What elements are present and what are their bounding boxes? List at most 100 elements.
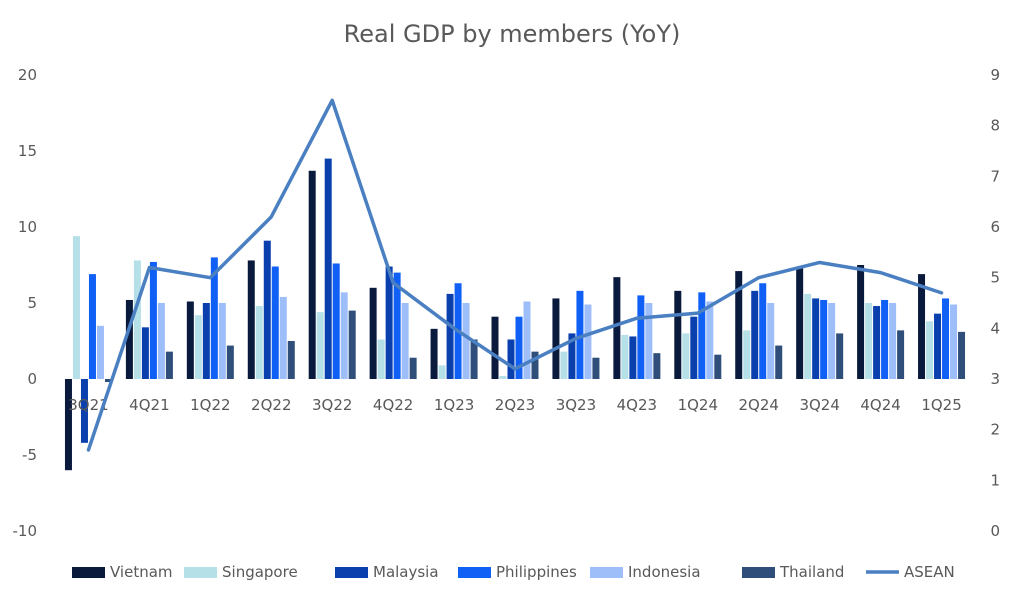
bar-indonesia-4q23 <box>645 303 653 379</box>
right-tick-label: 4 <box>990 319 1000 337</box>
bar-thailand-4q22 <box>409 357 417 379</box>
legend-swatch-indonesia <box>590 567 623 578</box>
right-tick-label: 2 <box>990 421 1000 439</box>
bar-indonesia-3q24 <box>828 303 836 379</box>
bar-indonesia-1q22 <box>218 303 226 379</box>
legend-label-thailand: Thailand <box>779 563 844 581</box>
bar-indonesia-1q24 <box>706 301 714 379</box>
right-tick-label: 3 <box>990 370 1000 388</box>
category-label: 3Q23 <box>556 396 596 414</box>
bar-indonesia-4q21 <box>157 303 165 379</box>
legend-swatch-philippines <box>458 567 491 578</box>
category-label: 1Q24 <box>678 396 718 414</box>
bar-thailand-2q23 <box>531 351 539 379</box>
category-label: 2Q23 <box>495 396 535 414</box>
bar-singapore-4q23 <box>621 334 629 379</box>
bar-vietnam-4q21 <box>125 299 133 379</box>
bar-singapore-1q22 <box>194 315 202 379</box>
right-tick-label: 8 <box>990 117 1000 135</box>
bar-vietnam-1q23 <box>430 328 438 379</box>
bar-malaysia-1q22 <box>202 303 210 379</box>
bar-singapore-3q22 <box>316 312 324 379</box>
bar-singapore-4q22 <box>377 339 385 379</box>
bar-philippines-3q21 <box>88 274 96 379</box>
bar-thailand-1q23 <box>470 339 478 379</box>
category-label: 3Q21 <box>68 396 108 414</box>
bar-philippines-2q23 <box>515 316 523 379</box>
bar-malaysia-4q22 <box>385 266 393 379</box>
bar-vietnam-3q22 <box>308 170 316 379</box>
bar-vietnam-2q22 <box>247 260 255 379</box>
bar-malaysia-2q22 <box>263 240 271 379</box>
bar-singapore-1q24 <box>682 333 690 379</box>
left-tick-label: 0 <box>27 370 37 388</box>
category-label: 2Q24 <box>739 396 779 414</box>
line-asean <box>86 98 944 452</box>
legend-label-philippines: Philippines <box>496 563 577 581</box>
line-layer <box>86 98 944 452</box>
left-tick-label: -5 <box>22 446 37 464</box>
bar-philippines-3q22 <box>332 263 340 379</box>
bar-vietnam-3q24 <box>796 266 804 379</box>
bar-thailand-4q21 <box>165 351 173 379</box>
bar-malaysia-4q23 <box>629 336 637 379</box>
right-tick-label: 6 <box>990 218 1000 236</box>
bar-singapore-3q21 <box>72 236 80 379</box>
bar-malaysia-2q23 <box>507 339 515 379</box>
category-labels: 3Q21 4Q21 1Q22 2Q22 3Q22 4Q22 1Q23 2Q23 3Q23 4Q23… <box>68 396 962 414</box>
bar-indonesia-2q22 <box>279 296 287 379</box>
legend-label-singapore: Singapore <box>222 563 298 581</box>
category-label: 1Q23 <box>434 396 474 414</box>
bar-malaysia-4q21 <box>141 327 149 379</box>
bar-philippines-4q23 <box>637 295 645 379</box>
legend-label-indonesia: Indonesia <box>628 563 701 581</box>
bar-vietnam-4q22 <box>369 287 377 379</box>
bar-singapore-3q24 <box>804 293 812 379</box>
legend-swatch-vietnam <box>72 567 105 578</box>
category-label: 2Q22 <box>251 396 291 414</box>
right-tick-label: 9 <box>990 66 1000 84</box>
bar-philippines-1q22 <box>210 257 218 379</box>
bar-philippines-2q22 <box>271 266 279 379</box>
left-tick-label: 5 <box>27 294 37 312</box>
bar-malaysia-4q24 <box>873 306 881 379</box>
legend: Vietnam Singapore Malaysia Philippines Indon… <box>72 563 955 581</box>
right-axis: 0 1 2 3 4 5 6 7 8 9 <box>990 66 1000 540</box>
category-label: 3Q22 <box>312 396 352 414</box>
bar-indonesia-2q24 <box>767 303 775 379</box>
bar-singapore-3q23 <box>560 351 568 379</box>
bar-thailand-3q22 <box>348 310 356 379</box>
bar-indonesia-4q24 <box>889 303 897 379</box>
bar-singapore-4q24 <box>865 303 873 379</box>
bar-indonesia-3q21 <box>96 325 104 379</box>
bar-vietnam-4q24 <box>857 265 865 379</box>
bar-philippines-4q24 <box>881 299 889 379</box>
bar-singapore-1q23 <box>438 365 446 379</box>
bar-singapore-1q25 <box>926 321 934 379</box>
left-tick-label: 20 <box>18 66 37 84</box>
left-axis: -10 -5 0 5 10 15 20 <box>13 66 38 540</box>
bar-thailand-1q22 <box>226 345 234 379</box>
bar-malaysia-3q21 <box>80 379 88 443</box>
bar-malaysia-1q24 <box>690 316 698 379</box>
legend-swatch-singapore <box>184 567 217 578</box>
category-label: 4Q24 <box>860 396 900 414</box>
left-tick-label: 15 <box>18 142 37 160</box>
bar-malaysia-1q23 <box>446 293 454 379</box>
bar-malaysia-3q22 <box>324 158 332 379</box>
bar-indonesia-3q22 <box>340 292 348 379</box>
category-label: 3Q24 <box>799 396 839 414</box>
bar-philippines-3q23 <box>576 290 584 379</box>
bar-philippines-4q22 <box>393 272 401 379</box>
legend-label-malaysia: Malaysia <box>373 563 439 581</box>
bars-layer <box>64 158 966 471</box>
bar-malaysia-3q23 <box>568 333 576 379</box>
bar-malaysia-3q24 <box>812 298 820 379</box>
bar-thailand-3q23 <box>592 357 600 379</box>
category-label: 4Q23 <box>617 396 657 414</box>
bar-indonesia-4q22 <box>401 303 409 379</box>
bar-philippines-1q25 <box>942 298 950 379</box>
bar-thailand-1q25 <box>958 331 966 379</box>
right-tick-label: 7 <box>990 167 1000 185</box>
bar-vietnam-2q24 <box>735 271 743 379</box>
